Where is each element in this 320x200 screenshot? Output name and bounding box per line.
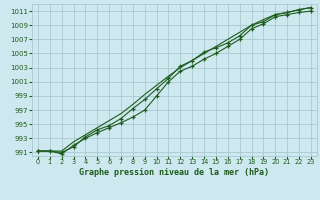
X-axis label: Graphe pression niveau de la mer (hPa): Graphe pression niveau de la mer (hPa) xyxy=(79,168,269,177)
